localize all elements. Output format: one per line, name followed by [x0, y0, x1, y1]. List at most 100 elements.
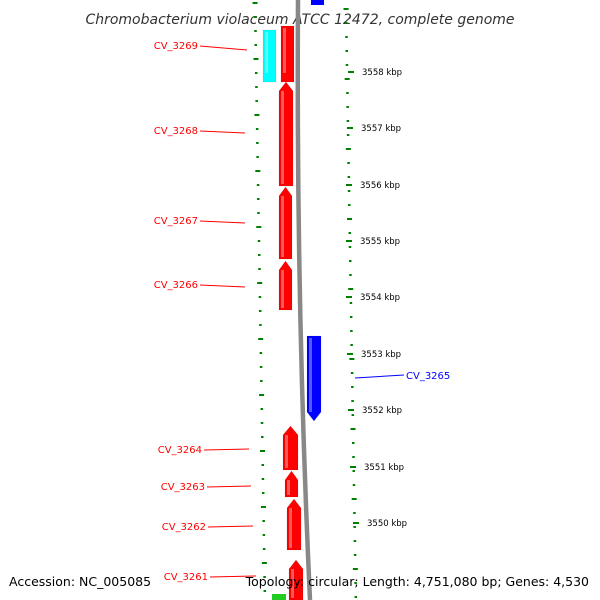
- gc-dot: [347, 218, 353, 220]
- gene-highlight: [287, 480, 290, 495]
- gc-dot: [252, 2, 258, 4]
- gc-dot: [261, 562, 267, 564]
- gc-dot: [261, 464, 264, 466]
- gc-dot: [256, 226, 262, 228]
- gc-dot: [353, 554, 357, 556]
- gc-dot: [256, 142, 259, 144]
- gc-dot: [350, 330, 353, 332]
- gc-dot: [259, 394, 265, 396]
- gene-arrow-cv_3269b[interactable]: [280, 25, 295, 83]
- gene-label-cv_3262: CV_3262: [162, 522, 206, 533]
- gene-label-cv_3266: CV_3266: [154, 280, 198, 291]
- gc-dot: [255, 100, 258, 102]
- gc-dot: [263, 590, 267, 592]
- gc-dot: [258, 268, 261, 270]
- gc-dot: [354, 596, 358, 598]
- gc-dot: [257, 198, 260, 200]
- gc-dot: [350, 344, 353, 346]
- gene-arrow-cv_3265[interactable]: [306, 335, 322, 422]
- gene-label-cv_3265: CV_3265: [406, 371, 450, 382]
- gene-arrow-cv_3264[interactable]: [282, 425, 299, 471]
- gc-dot: [261, 478, 265, 480]
- gc-dot: [254, 44, 257, 46]
- gene-arrow-partial-bottom[interactable]: [272, 594, 286, 600]
- label-leader: [203, 448, 250, 451]
- gc-dot: [350, 428, 356, 430]
- gc-dot: [259, 352, 263, 354]
- gc-dot: [256, 184, 260, 186]
- tick-label: 3550 kbp: [367, 519, 407, 529]
- gc-dot: [254, 72, 258, 74]
- gc-skew-track-outer: [343, 8, 358, 598]
- gc-dot: [350, 372, 354, 374]
- gc-dot: [259, 324, 262, 326]
- gc-dot: [354, 582, 357, 584]
- tick-label: 3558 kbp: [362, 68, 402, 78]
- gene-highlight: [291, 569, 294, 598]
- gene-arrow-cv_3263[interactable]: [284, 470, 299, 498]
- label-leader: [199, 220, 246, 224]
- gc-dot: [345, 22, 348, 24]
- gc-dot: [257, 282, 263, 284]
- gene-arrow-cv_3261[interactable]: [288, 559, 304, 600]
- gc-dot: [260, 380, 263, 382]
- gc-dot: [260, 408, 264, 410]
- gc-dot: [347, 162, 350, 164]
- label-leader: [199, 130, 246, 134]
- gene-arrow-cv_3267[interactable]: [278, 186, 293, 260]
- label-leader: [206, 485, 252, 488]
- gc-dot: [345, 64, 349, 66]
- backbone-line: [295, 0, 313, 600]
- gc-dot: [352, 456, 355, 458]
- gene-label-cv_3264: CV_3264: [158, 445, 202, 456]
- gc-dot: [346, 134, 350, 136]
- gc-dot: [349, 358, 355, 360]
- gc-dot: [343, 8, 349, 10]
- gene-highlight: [281, 270, 284, 308]
- gc-dot: [348, 204, 351, 206]
- gc-dot: [353, 540, 357, 542]
- gene-arrow-partial-top[interactable]: [311, 0, 324, 5]
- gc-dot: [352, 484, 356, 486]
- tick-label: 3554 kbp: [360, 293, 400, 303]
- tick-label: 3553 kbp: [361, 350, 401, 360]
- gc-dot: [346, 106, 349, 108]
- label-leader: [199, 284, 246, 288]
- gc-dot: [253, 58, 259, 60]
- gene-highlight: [285, 435, 288, 468]
- gc-dot: [259, 366, 263, 368]
- gc-dot: [262, 548, 266, 550]
- gc-dot: [263, 576, 266, 578]
- gc-dot: [257, 254, 261, 256]
- gene-label-cv_3261: CV_3261: [164, 572, 208, 583]
- label-leader: [354, 374, 405, 379]
- gc-dot: [254, 114, 260, 116]
- tick-label: 3555 kbp: [360, 237, 400, 247]
- gc-dot: [353, 512, 356, 514]
- gc-dot: [261, 436, 264, 438]
- gc-dot: [255, 128, 259, 130]
- gene-arrow-cv_3266[interactable]: [278, 260, 293, 311]
- tick-label: 3556 kbp: [360, 181, 400, 191]
- gc-dot: [261, 492, 265, 494]
- tick-label: 3552 kbp: [362, 406, 402, 416]
- gc-dot: [347, 190, 351, 192]
- tick-label: 3557 kbp: [361, 124, 401, 134]
- gc-dot: [260, 422, 264, 424]
- gc-dot: [345, 36, 348, 38]
- gc-dot: [262, 520, 265, 522]
- gc-dot: [260, 506, 266, 508]
- gc-dot: [346, 120, 350, 122]
- gene-arrow-cv_3262[interactable]: [286, 498, 302, 551]
- gc-dot: [348, 232, 352, 234]
- gene-label-cv_3269: CV_3269: [154, 41, 198, 52]
- gene-label-cv_3263: CV_3263: [161, 482, 205, 493]
- gene-features: CV_3269 CV_3268 CV_3267 CV_3266 CV_3265 CV_32…: [154, 0, 450, 600]
- gc-dot: [347, 176, 351, 178]
- gene-highlight: [265, 32, 268, 73]
- gc-dot: [345, 50, 348, 52]
- gene-arrow-cv_3269[interactable]: [262, 29, 277, 83]
- gc-dot: [256, 156, 259, 158]
- gene-arrow-cv_3268[interactable]: [278, 81, 294, 187]
